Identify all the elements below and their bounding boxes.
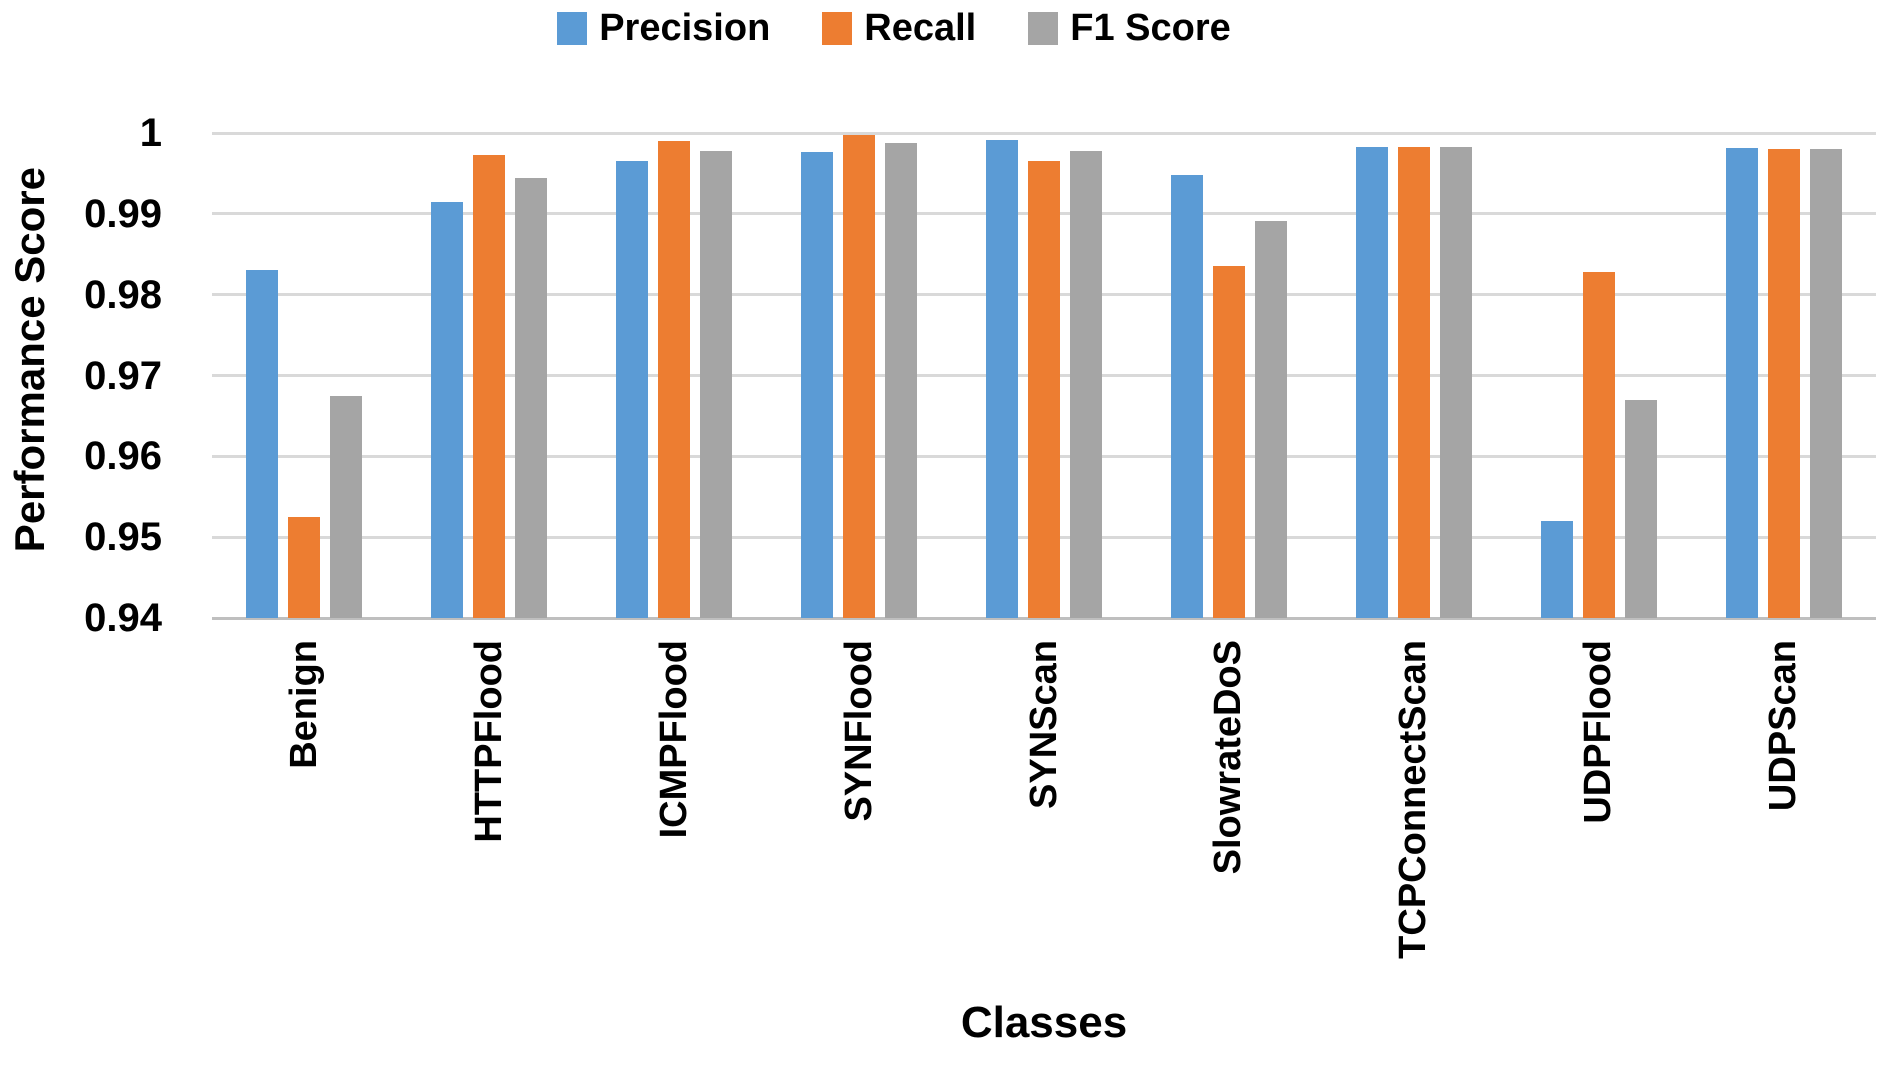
y-tick-label-0.94: 0.94 xyxy=(84,596,162,640)
y-tick-label-1: 1 xyxy=(139,111,162,155)
x-label-synscan: SYNScan xyxy=(1022,640,1065,809)
x-label-cell-slowratedos: SlowrateDoS xyxy=(1136,640,1321,975)
bar-recall-udpflood xyxy=(1582,272,1615,618)
x-label-synflood: SYNFlood xyxy=(837,640,880,822)
plot-area xyxy=(212,131,1876,620)
gridline-1 xyxy=(212,131,1876,135)
bar-f1-score-udpflood xyxy=(1624,399,1657,618)
bars-layer xyxy=(212,133,1876,618)
x-label-udpflood: UDPFlood xyxy=(1577,640,1620,824)
x-label-cell-udpflood: UDPFlood xyxy=(1506,640,1691,975)
bar-recall-httpflood xyxy=(473,154,506,618)
bar-f1-score-httpflood xyxy=(515,178,548,618)
x-label-slowratedos: SlowrateDoS xyxy=(1207,640,1250,875)
bar-group-udpflood xyxy=(1506,133,1691,618)
bar-f1-score-benign xyxy=(330,395,363,618)
bar-precision-slowratedos xyxy=(1170,175,1203,618)
bar-f1-score-synscan xyxy=(1070,150,1102,618)
bar-group-synscan xyxy=(952,133,1137,618)
legend-item-recall: Recall xyxy=(822,9,976,47)
legend: Precision Recall F1 Score xyxy=(62,2,1726,54)
legend-label-precision: Precision xyxy=(599,7,771,49)
y-tick-label-0.98: 0.98 xyxy=(84,272,162,317)
bar-f1-score-icmpflood xyxy=(700,150,733,618)
y-tick-label-0.97: 0.97 xyxy=(84,353,162,398)
legend-swatch-f1-score xyxy=(1028,11,1059,45)
x-label-cell-synflood: SYNFlood xyxy=(767,640,952,975)
x-label-httpflood: HTTPFlood xyxy=(467,640,510,843)
bar-recall-slowratedos xyxy=(1212,266,1245,618)
gridline-0.94 xyxy=(212,616,1876,620)
x-axis-title-text: Classes xyxy=(960,998,1128,1047)
bar-precision-udpscan xyxy=(1725,147,1758,618)
x-label-udpscan: UDPScan xyxy=(1762,640,1805,812)
bar-recall-icmpflood xyxy=(658,141,691,618)
legend-item-precision: Precision xyxy=(557,9,770,47)
bar-recall-synflood xyxy=(843,134,876,618)
bar-precision-udpflood xyxy=(1540,521,1573,618)
x-label-cell-synscan: SYNScan xyxy=(952,640,1137,975)
y-tick-label-0.99: 0.99 xyxy=(84,191,162,236)
legend-label-f1-score: F1 Score xyxy=(1070,7,1231,49)
bar-f1-score-tcpconnectscan xyxy=(1439,146,1472,618)
bar-group-icmpflood xyxy=(582,133,767,618)
bar-precision-synscan xyxy=(986,140,1018,618)
x-label-benign: Benign xyxy=(282,640,325,769)
x-label-cell-udpscan: UDPScan xyxy=(1691,640,1876,975)
x-label-tcpconnectscan: TCPConnectScan xyxy=(1392,640,1435,959)
x-label-cell-httpflood: HTTPFlood xyxy=(397,640,582,975)
bar-recall-synscan xyxy=(1028,160,1060,618)
bar-group-synflood xyxy=(767,133,952,618)
bar-precision-icmpflood xyxy=(616,160,649,618)
legend-label-recall: Recall xyxy=(864,7,977,49)
bar-f1-score-slowratedos xyxy=(1254,221,1287,618)
legend-swatch-recall xyxy=(822,11,853,45)
bar-recall-benign xyxy=(288,517,321,618)
x-axis-category-labels: Benign HTTPFlood ICMPFlood SYNFlood SYNScan S… xyxy=(212,640,1876,975)
legend-item-f1-score: F1 Score xyxy=(1028,9,1231,47)
x-label-cell-benign: Benign xyxy=(212,640,397,975)
bar-group-tcpconnectscan xyxy=(1321,133,1506,618)
bar-recall-tcpconnectscan xyxy=(1397,146,1430,618)
bar-precision-benign xyxy=(246,270,279,618)
bar-f1-score-udpscan xyxy=(1809,149,1842,618)
bar-group-slowratedos xyxy=(1136,133,1321,618)
y-tick-label-0.96: 0.96 xyxy=(84,434,162,479)
y-tick-label-0.95: 0.95 xyxy=(84,515,162,560)
bar-f1-score-synflood xyxy=(885,142,918,618)
x-label-cell-tcpconnectscan: TCPConnectScan xyxy=(1321,640,1506,975)
legend-swatch-precision xyxy=(557,11,588,45)
x-label-icmpflood: ICMPFlood xyxy=(652,640,695,839)
bar-group-udpscan xyxy=(1691,133,1876,618)
bar-group-benign xyxy=(212,133,397,618)
bar-precision-httpflood xyxy=(431,201,464,618)
x-label-cell-icmpflood: ICMPFlood xyxy=(582,640,767,975)
bar-precision-tcpconnectscan xyxy=(1355,146,1388,618)
bar-recall-udpscan xyxy=(1767,149,1800,618)
bar-group-httpflood xyxy=(397,133,582,618)
bar-precision-synflood xyxy=(801,151,834,618)
x-axis-title: Classes xyxy=(212,998,1876,1048)
